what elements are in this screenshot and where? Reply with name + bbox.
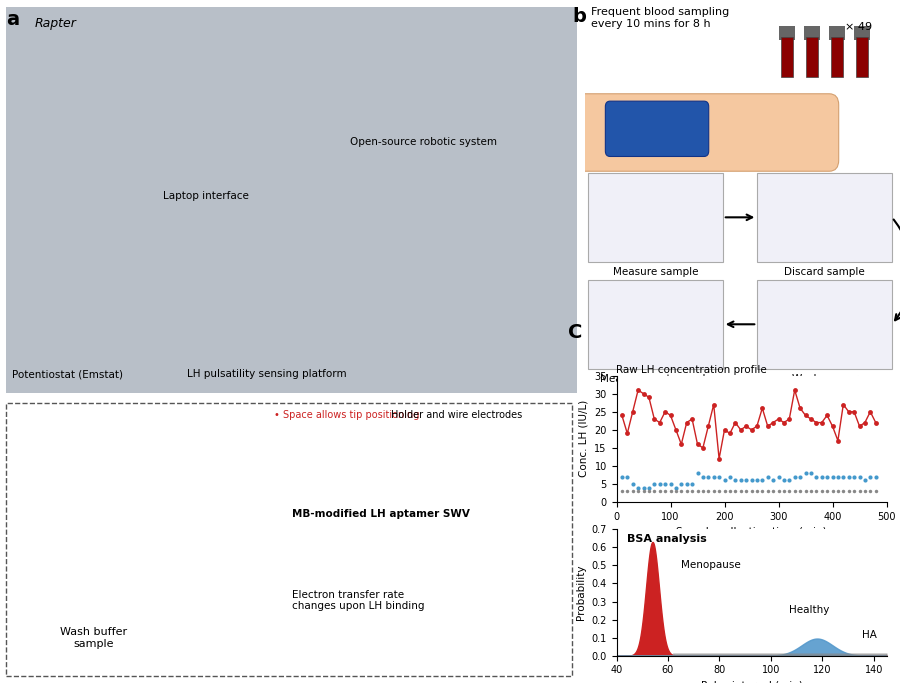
Text: BSA analysis: BSA analysis (627, 534, 707, 544)
Bar (588, 280, 723, 369)
Text: × 49: × 49 (845, 22, 872, 32)
Bar (829, 25, 845, 40)
Text: Open-source robotic system: Open-source robotic system (350, 137, 497, 147)
Text: Discard sample: Discard sample (784, 267, 865, 277)
Text: Potentiostat (Emstat): Potentiostat (Emstat) (12, 369, 122, 379)
Bar (806, 37, 818, 77)
Bar (805, 25, 820, 40)
Text: HA: HA (862, 630, 878, 641)
Text: Laptop interface: Laptop interface (163, 191, 249, 201)
Text: Holder and wire electrodes: Holder and wire electrodes (391, 410, 522, 420)
FancyBboxPatch shape (606, 101, 708, 156)
Text: b: b (572, 7, 586, 26)
Text: Measure sample: Measure sample (613, 267, 698, 277)
Text: MB-modified LH aptamer SWV: MB-modified LH aptamer SWV (292, 509, 470, 519)
Bar (854, 25, 870, 40)
Bar (5, 7, 578, 393)
Text: Rapter: Rapter (35, 17, 76, 30)
Bar (781, 37, 793, 77)
Text: C: C (568, 322, 582, 342)
Text: LH pulsatility sensing platform: LH pulsatility sensing platform (186, 369, 346, 379)
Text: Electron transfer rate
changes upon LH binding: Electron transfer rate changes upon LH b… (292, 589, 424, 611)
Text: Healthy: Healthy (789, 605, 830, 615)
Text: Raw LH concentration profile: Raw LH concentration profile (616, 365, 767, 375)
Bar (757, 280, 892, 369)
FancyBboxPatch shape (576, 94, 839, 171)
Text: Wash sensor: Wash sensor (791, 374, 858, 384)
Text: • Space allows tip positioning: • Space allows tip positioning (274, 410, 419, 420)
X-axis label: Sample collection time (min): Sample collection time (min) (676, 527, 827, 538)
Text: Measure next sample: Measure next sample (599, 374, 711, 384)
Text: a: a (5, 10, 19, 29)
Bar (856, 37, 868, 77)
Bar (588, 173, 723, 262)
Text: Wash buffer
sample: Wash buffer sample (59, 627, 127, 649)
Text: Frequent blood sampling
every 10 mins for 8 h: Frequent blood sampling every 10 mins fo… (591, 7, 730, 29)
Y-axis label: Conc. LH (IU/L): Conc. LH (IU/L) (579, 400, 589, 477)
Bar (779, 25, 795, 40)
Text: Menopause: Menopause (681, 559, 741, 570)
X-axis label: Pulse interval (min): Pulse interval (min) (700, 681, 803, 683)
Bar (5, 403, 572, 676)
Bar (757, 173, 892, 262)
Bar (831, 37, 843, 77)
Y-axis label: Probability: Probability (576, 565, 586, 620)
